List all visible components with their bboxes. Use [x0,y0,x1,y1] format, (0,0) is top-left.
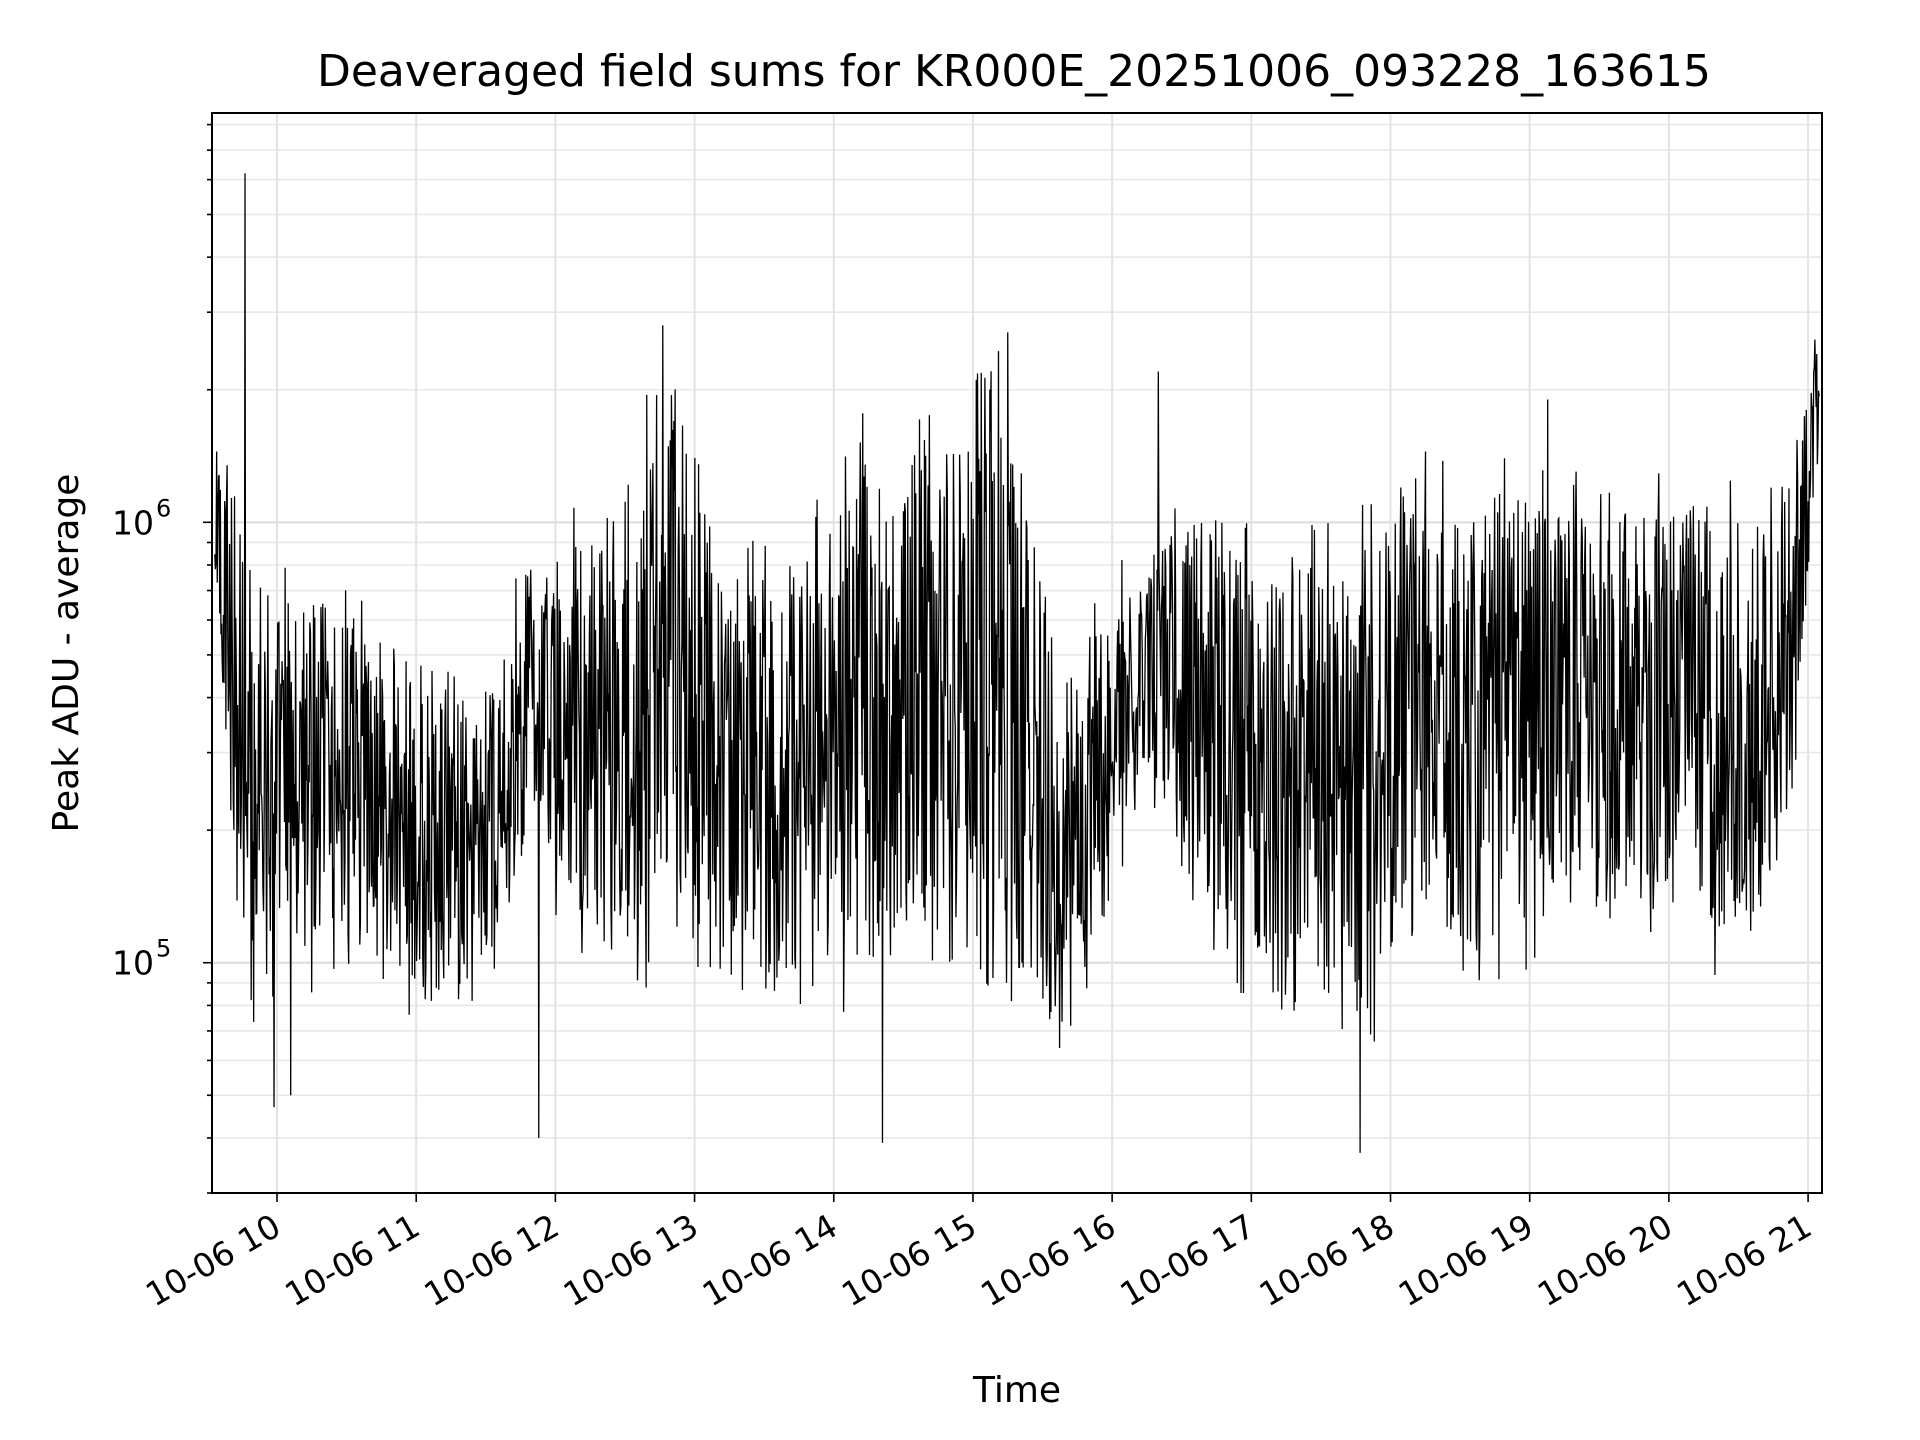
y-tick-exponent: 5 [156,935,171,963]
y-tick-label: 10 [112,944,154,983]
x-axis-label: Time [972,1370,1061,1411]
y-tick-exponent: 6 [156,494,171,522]
y-tick-label: 10 [112,503,154,542]
chart-title: Deaveraged field sums for KR000E_2025100… [317,46,1711,97]
series-line [214,173,1820,1153]
plot-frame [211,112,1823,1194]
data-layer [214,173,1820,1153]
y-axis-label: Peak ADU - average [46,474,87,833]
